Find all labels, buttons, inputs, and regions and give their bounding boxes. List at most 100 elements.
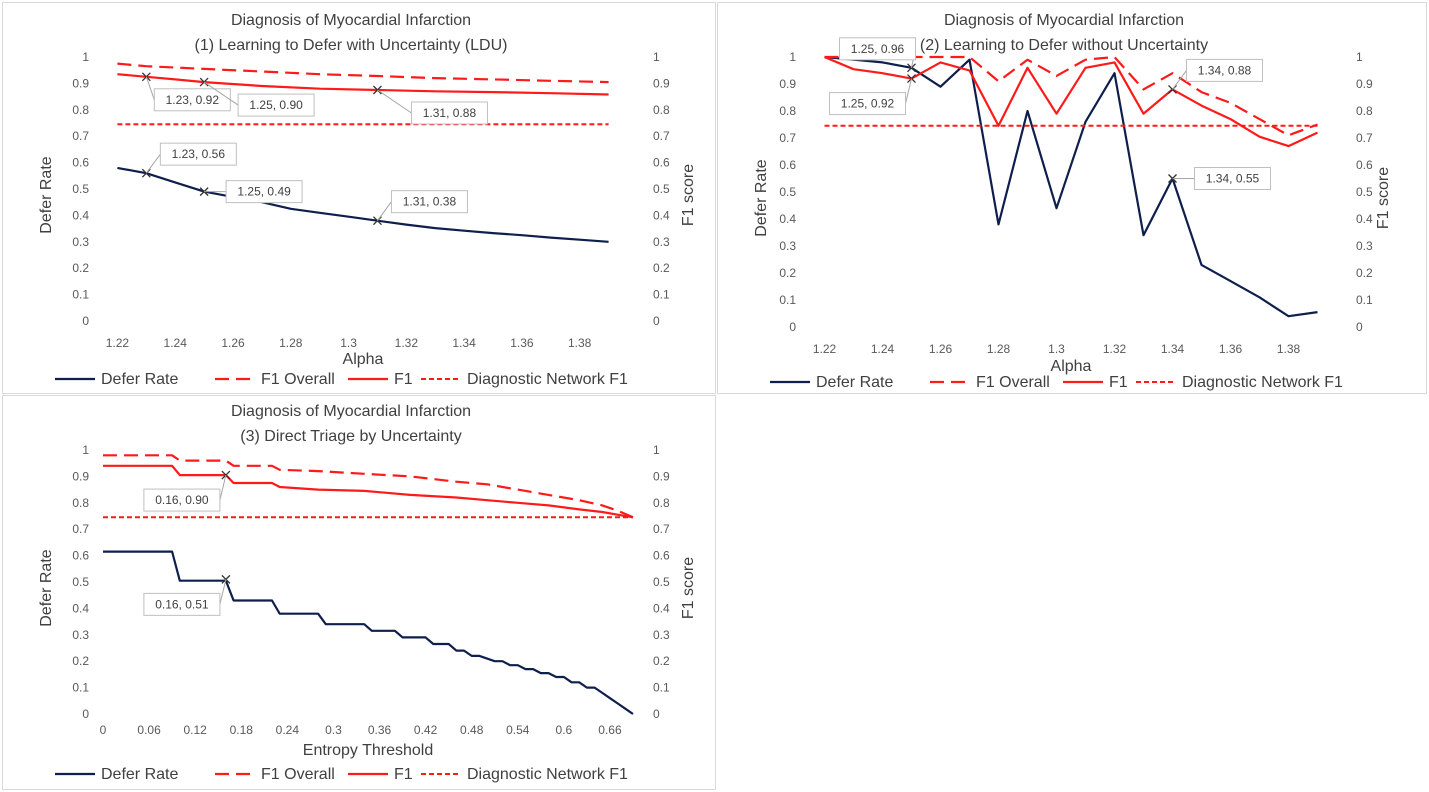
data-label-box — [1186, 58, 1263, 82]
data-label: 0.16, 0.51 — [143, 574, 231, 616]
y-tick-label: 0.1 — [779, 293, 796, 307]
data-label-text: 0.16, 0.90 — [155, 493, 209, 507]
y2-tick-label: 0 — [1356, 320, 1363, 334]
chart-title: Diagnosis of Myocardial Infarction — [944, 12, 1184, 29]
data-label-box — [225, 180, 303, 204]
x-tick-label: 0.6 — [556, 723, 573, 737]
y2-axis-label: F1 score — [680, 557, 697, 619]
y2-tick-label: 0.1 — [653, 288, 670, 302]
series-line-f1 — [117, 73, 609, 96]
series-line-f1-overall — [103, 454, 634, 519]
chart-2-svg: Diagnosis of Myocardial Infarction (2) Le… — [753, 12, 1392, 391]
chart-subtitle: (2) Learning to Defer without Uncertaint… — [920, 37, 1208, 54]
y-axis-label: Defer Rate — [753, 159, 770, 236]
x-tick-label: 0.66 — [598, 723, 622, 737]
x-tick-label: 1.36 — [510, 336, 534, 350]
y2-tick-label: 0.6 — [653, 156, 670, 170]
y2-tick-label: 0.9 — [653, 76, 670, 90]
y2-tick-label: 0.6 — [1356, 158, 1373, 172]
data-label: 1.34, 0.55 — [1168, 167, 1271, 190]
data-label-text: 1.34, 0.55 — [1206, 172, 1260, 186]
leader-line — [219, 579, 227, 605]
data-label: 1.25, 0.49 — [199, 180, 303, 204]
series-line-f1-overall — [117, 62, 609, 84]
series-line-f1 — [824, 55, 1318, 148]
y-tick-label: 0.6 — [779, 158, 796, 172]
x-tick-label: 1.22 — [106, 336, 130, 350]
y-tick-label: 0.1 — [72, 288, 89, 302]
x-tick-label: 1.32 — [1103, 342, 1127, 356]
series-line-f1-overall — [824, 55, 1318, 137]
y2-tick-label: 0.9 — [1356, 77, 1373, 91]
x-tick-label: 1.38 — [568, 336, 592, 350]
x-axis-label: Entropy Threshold — [303, 742, 433, 759]
series-line-defer-rate — [824, 55, 1318, 318]
data-label-box — [143, 488, 221, 512]
legend-label: F1 — [1109, 374, 1128, 391]
x-axis-label: Alpha — [1051, 358, 1092, 375]
x-tick-label: 1.24 — [871, 342, 895, 356]
x-tick-label: 1.24 — [164, 336, 188, 350]
y-tick-label: 0.9 — [72, 469, 89, 483]
y2-tick-label: 1 — [653, 443, 660, 457]
x-tick-label: 0 — [100, 723, 107, 737]
y2-tick-label: 0.6 — [653, 549, 670, 563]
y-tick-label: 0.2 — [72, 261, 89, 275]
y-tick-label: 0.2 — [72, 654, 89, 668]
x-tick-label: 1.3 — [1048, 342, 1065, 356]
y-tick-label: 0.6 — [72, 156, 89, 170]
y2-tick-label: 0.8 — [1356, 104, 1373, 118]
x-tick-label: 1.22 — [813, 342, 837, 356]
data-label-box — [159, 142, 237, 166]
data-label-text: 1.23, 0.92 — [166, 93, 220, 107]
data-label-text: 1.34, 0.88 — [1198, 63, 1252, 77]
legend-label: F1 Overall — [261, 371, 335, 388]
leader-line — [219, 474, 227, 501]
chart-3-svg: Diagnosis of Myocardial Infarction (3) Di… — [38, 403, 697, 783]
y2-tick-label: 0.1 — [653, 681, 670, 695]
chart-1-svg: Diagnosis of Myocardial Infarction (1) Le… — [38, 12, 697, 388]
data-label-text: 1.25, 0.96 — [851, 42, 905, 56]
legend-label: Diagnostic Network F1 — [1182, 374, 1343, 391]
chart-subtitle: (1) Learning to Defer with Uncertainty (… — [194, 37, 507, 54]
y-tick-label: 0.6 — [72, 549, 89, 563]
legend-label: Diagnostic Network F1 — [467, 766, 628, 783]
y2-tick-label: 0.5 — [653, 182, 670, 196]
y-tick-label: 0.8 — [72, 496, 89, 510]
y2-tick-label: 0.4 — [1356, 212, 1373, 226]
y-axis-label: Defer Rate — [38, 549, 55, 626]
y-tick-label: 0.1 — [72, 681, 89, 695]
data-label: 1.23, 0.92 — [141, 72, 231, 112]
y2-tick-label: 0.2 — [653, 654, 670, 668]
data-label-text: 1.25, 0.49 — [237, 185, 291, 199]
y-tick-label: 1 — [82, 50, 89, 64]
y-tick-label: 0.4 — [72, 601, 89, 615]
y2-tick-label: 0.9 — [653, 469, 670, 483]
y-tick-label: 1 — [82, 443, 89, 457]
data-label-text: 1.25, 0.90 — [249, 98, 303, 112]
y-tick-label: 0.5 — [72, 182, 89, 196]
legend-label: F1 Overall — [976, 374, 1050, 391]
y2-tick-label: 0 — [653, 314, 660, 328]
y2-tick-label: 1 — [653, 50, 660, 64]
x-tick-label: 0.54 — [506, 723, 530, 737]
x-tick-label: 0.42 — [414, 723, 438, 737]
x-tick-label: 0.24 — [276, 723, 300, 737]
data-label-text: 1.25, 0.92 — [841, 97, 895, 111]
y-tick-label: 0.3 — [72, 628, 89, 642]
x-axis-label: Alpha — [343, 351, 384, 368]
data-label: 0.16, 0.90 — [143, 470, 231, 512]
y-tick-label: 0.5 — [779, 185, 796, 199]
legend-label: Defer Rate — [101, 766, 178, 783]
x-tick-label: 1.26 — [929, 342, 953, 356]
y-tick-label: 1 — [789, 50, 796, 64]
x-tick-label: 1.28 — [279, 336, 303, 350]
data-label-text: 0.16, 0.51 — [155, 597, 209, 611]
y2-tick-label: 0.2 — [1356, 266, 1373, 280]
leader-line — [905, 78, 912, 104]
x-tick-label: 1.3 — [340, 336, 357, 350]
y-tick-label: 0.5 — [72, 575, 89, 589]
leader-line — [377, 201, 392, 221]
y-axis-label: Defer Rate — [38, 156, 55, 233]
y2-tick-label: 0.7 — [653, 522, 670, 536]
